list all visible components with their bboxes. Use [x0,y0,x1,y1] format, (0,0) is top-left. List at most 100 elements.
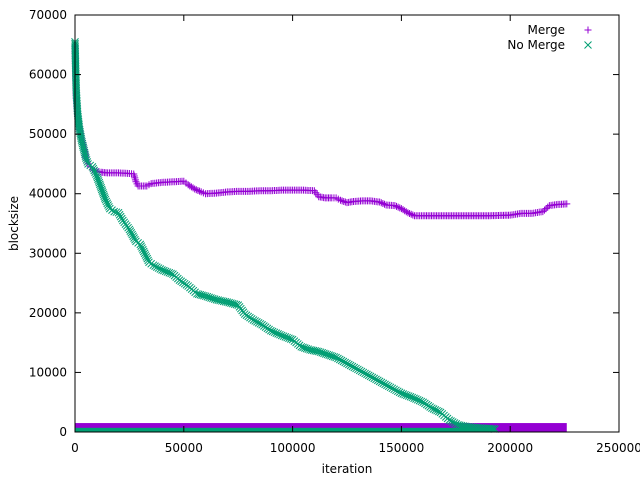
series-low-band [75,427,495,432]
series-merge [71,41,571,432]
data-point [196,187,204,195]
x-tick-label: 200000 [487,441,533,455]
data-point [346,361,355,370]
data-point [393,202,401,210]
data-point [384,382,393,391]
data-point [254,319,263,327]
data-point [391,202,399,210]
data-point [363,370,371,379]
data-layer [71,37,571,433]
data-point [491,425,499,433]
data-point [402,208,410,216]
x-tick-label: 150000 [378,441,424,455]
data-point [447,417,455,425]
y-axis-label: blocksize [7,196,21,251]
data-point [368,373,377,382]
data-point [115,210,124,219]
data-point [340,197,348,205]
data-point [386,383,395,392]
data-point [110,207,119,216]
data-point [167,269,175,278]
data-point [376,198,384,206]
y-tick-label: 70000 [29,8,67,22]
data-point [341,358,350,367]
data-point [82,154,90,162]
data-point [434,407,443,416]
data-point [377,199,385,207]
data-point [373,376,382,385]
data-point [350,363,359,372]
x-tick-label: 0 [71,441,79,455]
data-point [359,368,368,377]
data-point [489,425,498,433]
data-point [487,424,496,433]
data-point [448,418,457,426]
data-point [381,200,389,208]
data-point [370,374,379,383]
x-tick-label: 250000 [596,441,640,455]
data-point [372,375,380,384]
data-point [563,200,571,208]
data-point [344,360,353,369]
data-point [337,356,346,365]
data-point [149,261,158,270]
data-point [392,386,400,395]
data-point [152,263,161,271]
data-point [286,335,295,343]
data-point [116,212,125,221]
ticks-layer: 0 50000 100000 150000 200000 250000 0 10000 2000… [29,8,640,455]
data-point [348,362,357,371]
y-tick-label: 30000 [29,246,67,260]
legend-label: Merge [528,23,565,37]
x-axis-label: iteration [322,462,373,476]
data-point [131,174,139,182]
data-point [338,197,346,205]
data-point [335,355,344,364]
x-tick-label: 100000 [270,441,316,455]
data-point [417,397,426,406]
data-point [192,186,200,194]
data-point [450,419,459,427]
data-point [151,262,159,271]
y-tick-label: 20000 [29,306,67,320]
data-point [194,186,202,194]
data-point [332,353,340,362]
data-point [379,379,388,388]
data-point [383,381,391,390]
y-tick-label: 10000 [29,365,67,379]
data-point [357,367,366,376]
data-point [117,214,126,223]
y-tick-label: 50000 [29,127,67,141]
data-point [377,378,386,387]
data-point [366,372,375,381]
data-point [336,196,344,204]
data-point [354,365,362,374]
data-point [388,384,397,393]
y-tick-label: 0 [59,425,67,439]
data-point [339,357,348,366]
data-point [355,366,364,375]
data-point [445,416,454,424]
data-point [539,208,547,216]
data-point [544,203,552,211]
data-point [352,364,360,373]
data-point [253,318,261,326]
data-point [364,371,373,380]
data-point [379,200,387,208]
data-point [361,369,369,378]
data-point [396,204,404,212]
data-point [542,205,550,213]
data-point [381,380,389,389]
data-point [375,377,384,386]
data-point [334,354,342,363]
data-point [540,206,548,214]
plot-frame [74,14,620,433]
data-point [409,211,417,219]
series-low-band [75,423,567,432]
data-point [251,317,260,325]
data-point [393,387,402,396]
data-point [256,319,265,328]
data-point [407,210,415,218]
